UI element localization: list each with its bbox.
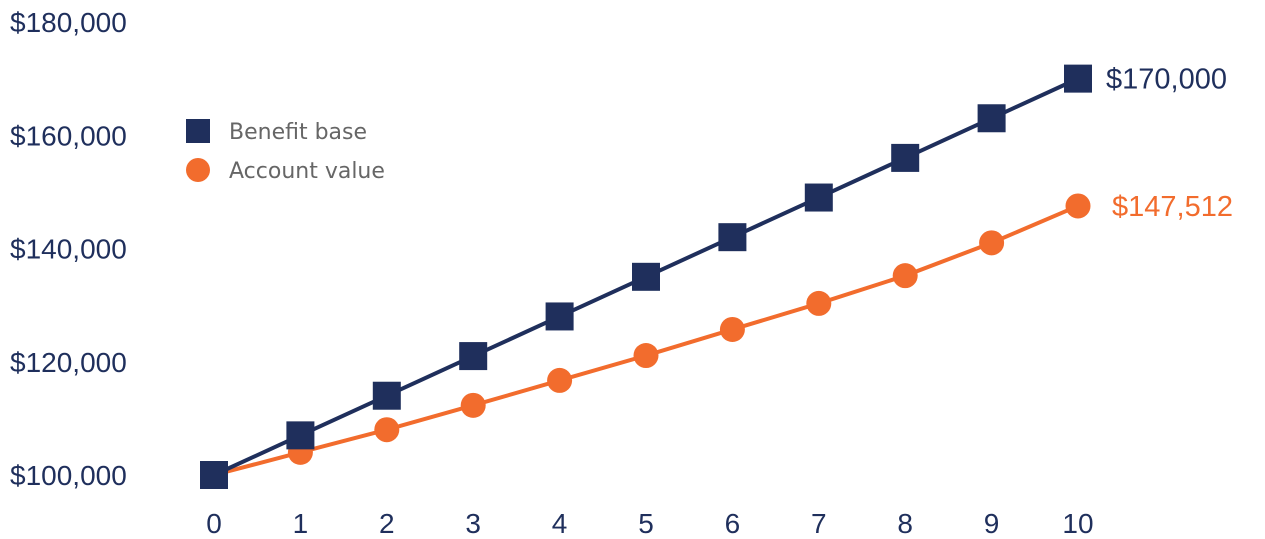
y-tick-label: $100,000 (10, 460, 127, 491)
data-point-account-value (633, 343, 659, 369)
end-label-benefit-base: $170,000 (1106, 64, 1227, 96)
data-point-account-value (719, 316, 745, 342)
x-tick-label: 4 (552, 508, 568, 539)
x-axis-tick-labels: 0 1 2 3 4 5 6 7 8 9 10 (206, 508, 1093, 539)
end-label-account-value: $147,512 (1112, 191, 1233, 223)
data-point-account-value (374, 417, 400, 443)
data-point-account-value (806, 290, 832, 316)
data-point-benefit-base (977, 104, 1006, 133)
y-axis-tick-labels: $100,000 $120,000 $140,000 $160,000 $180,000 (10, 7, 127, 491)
x-tick-label: 3 (465, 508, 481, 539)
x-tick-label: 5 (638, 508, 654, 539)
data-point-benefit-base (632, 262, 660, 291)
data-point-benefit-base (545, 302, 574, 331)
x-tick-label: 1 (293, 508, 309, 539)
legend-label-account-value: Account value (229, 159, 385, 184)
data-point-account-value (979, 230, 1005, 256)
series-end-labels: $147,512 $170,000 (1106, 64, 1233, 223)
data-point-benefit-base (286, 421, 315, 450)
legend-swatch-benefit-base (186, 119, 210, 143)
x-tick-label: 10 (1062, 508, 1093, 539)
data-point-benefit-base (891, 143, 920, 172)
legend-label-benefit-base: Benefit base (229, 120, 367, 145)
y-tick-label: $140,000 (10, 234, 127, 265)
data-point-benefit-base (372, 381, 401, 410)
data-point-account-value (547, 367, 573, 393)
y-tick-label: $160,000 (10, 120, 127, 151)
x-tick-label: 2 (379, 508, 395, 539)
data-point-benefit-base (459, 342, 488, 371)
data-point-account-value (1065, 193, 1091, 219)
data-point-benefit-base (200, 461, 228, 489)
y-tick-label: $180,000 (10, 7, 127, 38)
x-tick-label: 0 (206, 508, 222, 539)
data-point-account-value (892, 263, 918, 289)
data-point-benefit-base (1064, 64, 1092, 93)
x-tick-label: 6 (725, 508, 741, 539)
series-markers (200, 64, 1092, 489)
data-point-benefit-base (718, 223, 747, 252)
x-tick-label: 7 (811, 508, 827, 539)
x-tick-label: 8 (897, 508, 913, 539)
y-tick-label: $120,000 (10, 347, 127, 378)
data-point-benefit-base (804, 183, 833, 212)
data-point-account-value (460, 392, 486, 418)
legend: Benefit base Account value (186, 119, 385, 184)
x-tick-label: 9 (984, 508, 1000, 539)
legend-swatch-account-value (186, 158, 210, 182)
series-line-account-value (213, 204, 1079, 477)
